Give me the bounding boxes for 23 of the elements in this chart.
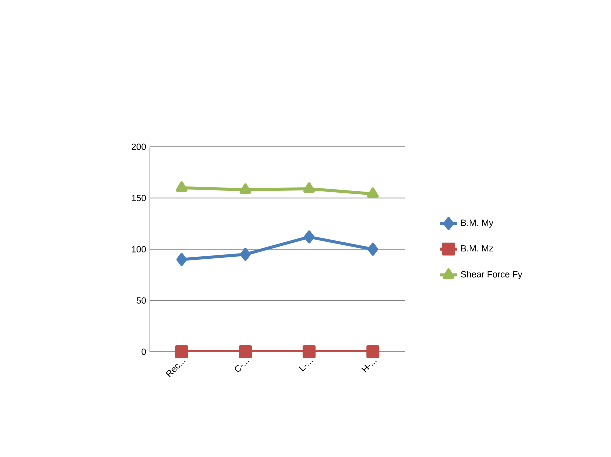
y-tick-label: 100: [132, 246, 146, 253]
x-tick-label: C-...: [235, 361, 250, 372]
point: [175, 346, 188, 358]
legend-label: B.M. My: [462, 220, 494, 228]
point: [304, 230, 315, 244]
point: [240, 184, 252, 194]
y-tick-label: 0: [142, 348, 146, 356]
y-tick-label: 50: [136, 298, 146, 304]
point: [304, 182, 316, 194]
legend-label: Shear Force Fy: [461, 271, 523, 280]
y-tick-label: 150: [132, 195, 146, 202]
point: [366, 346, 380, 358]
legend-label: B.M. Mz: [462, 246, 494, 252]
y-tick-label: 200: [132, 144, 146, 150]
point: [302, 346, 316, 358]
point: [176, 182, 188, 192]
point: [239, 346, 252, 358]
point: [368, 243, 378, 256]
point: [176, 253, 188, 266]
point: [367, 188, 379, 198]
point: [240, 248, 251, 262]
x-tick-label: L-...: [298, 361, 314, 372]
x-tick-label: H-...: [362, 361, 377, 373]
